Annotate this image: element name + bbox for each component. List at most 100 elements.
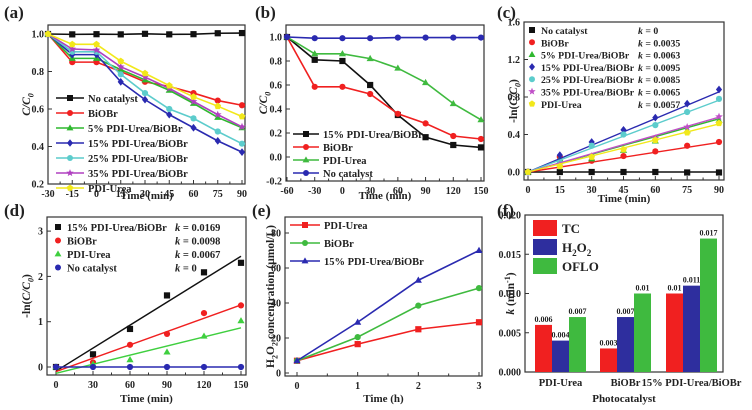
data-point bbox=[117, 31, 124, 38]
data-point bbox=[339, 57, 346, 65]
bar bbox=[666, 293, 683, 372]
legend-marker bbox=[302, 156, 310, 163]
data-point bbox=[237, 259, 245, 266]
y-tick-label: 0 bbox=[276, 369, 281, 380]
data-point bbox=[450, 141, 457, 149]
legend-marker bbox=[303, 131, 309, 137]
legend-marker bbox=[67, 95, 73, 101]
data-point bbox=[166, 31, 173, 38]
legend-swatch bbox=[533, 258, 557, 274]
y-axis-label: C/C0 bbox=[21, 93, 35, 116]
data-point bbox=[141, 69, 149, 77]
data-point bbox=[190, 93, 197, 100]
series-pdi-urea bbox=[52, 317, 245, 375]
legend-label: 35% PDI-Urea/BiOBr bbox=[541, 88, 635, 99]
x-axis-label: Time (min) bbox=[120, 393, 173, 405]
x-tick-label: 150 bbox=[474, 186, 489, 197]
bar bbox=[683, 285, 700, 372]
panel-c: (c)0.00.40.81.21.6-ln(C/C0)Time (min)0 15… bbox=[497, 3, 725, 205]
data-point bbox=[422, 34, 429, 41]
data-point bbox=[449, 99, 457, 107]
y-tick-label: 0.8 bbox=[32, 67, 45, 78]
legend-marker bbox=[67, 155, 73, 161]
y-axis-label: k (min-1) bbox=[503, 272, 517, 314]
data-point bbox=[126, 341, 134, 348]
label-part: Time (min) bbox=[598, 193, 651, 205]
x-tick-label: 90 bbox=[162, 380, 172, 391]
data-point bbox=[394, 64, 402, 71]
y-tick-label: 0.8 bbox=[508, 93, 521, 104]
legend-label: 15% PDI-Urea/BiOBr bbox=[88, 139, 188, 150]
k-symbol: k bbox=[638, 51, 643, 62]
data-point bbox=[163, 292, 171, 299]
k-number: = 0.0067 bbox=[180, 250, 220, 261]
y-tick-label: 0.010 bbox=[499, 289, 522, 300]
y-tick-label: 1.0 bbox=[32, 30, 45, 41]
bar-value-label: 0.01 bbox=[668, 284, 682, 293]
data-point bbox=[367, 90, 374, 98]
legend-marker bbox=[66, 124, 74, 131]
bar-value-label: 0.017 bbox=[700, 229, 718, 238]
x-tick-label: 60 bbox=[189, 189, 199, 200]
data-point bbox=[214, 113, 222, 120]
legend-k-value: k = 0.0035 bbox=[638, 38, 680, 49]
data-point bbox=[477, 116, 485, 123]
y-tick-label: 0.015 bbox=[499, 250, 522, 261]
fit-line bbox=[55, 327, 242, 375]
legend-label: 5% PDI-Urea/BiOBr bbox=[88, 124, 183, 135]
label-part: C/C bbox=[508, 87, 520, 106]
y-tick-label: 0.6 bbox=[32, 105, 45, 116]
data-point bbox=[200, 332, 208, 339]
legend-label: No catalyst bbox=[67, 264, 117, 275]
legend-marker bbox=[302, 222, 308, 228]
legend-label: TC bbox=[562, 221, 580, 236]
data-point bbox=[141, 89, 149, 97]
label-part: H bbox=[265, 359, 277, 368]
legend-label: BiOBr bbox=[67, 237, 97, 248]
y-tick-label: 60 bbox=[271, 264, 281, 275]
label-part: (min bbox=[505, 282, 517, 308]
label-part: O bbox=[265, 346, 277, 355]
data-point bbox=[237, 317, 245, 324]
label-part: Time (min) bbox=[359, 190, 412, 202]
label-part: 2 bbox=[587, 248, 592, 258]
series-no-catalyst bbox=[283, 33, 485, 42]
data-point bbox=[715, 119, 723, 127]
data-point bbox=[588, 142, 595, 149]
data-point bbox=[524, 168, 532, 175]
data-point bbox=[715, 95, 723, 102]
data-point bbox=[652, 168, 659, 176]
y-tick-label: 1.6 bbox=[508, 18, 521, 29]
series-15-pdi-urea-biobr bbox=[293, 246, 483, 364]
legend-label: PDI-Urea bbox=[323, 156, 367, 167]
k-symbol: k bbox=[175, 223, 181, 234]
data-point bbox=[684, 169, 691, 176]
legend-marker bbox=[529, 27, 535, 33]
data-point bbox=[620, 145, 627, 153]
panel-label: (a) bbox=[4, 3, 24, 22]
legend-label: BiOBr bbox=[323, 143, 353, 154]
label-part: 0 bbox=[26, 278, 35, 282]
data-point bbox=[652, 122, 659, 129]
data-point bbox=[475, 285, 483, 292]
bar bbox=[634, 293, 651, 372]
data-point bbox=[620, 152, 627, 160]
series-no-catalyst bbox=[52, 363, 245, 371]
x-tick-label: 30 bbox=[140, 189, 150, 200]
legend-marker bbox=[67, 110, 73, 116]
series-biobr bbox=[52, 302, 245, 373]
plot-frame bbox=[284, 216, 483, 377]
k-symbol: k bbox=[175, 250, 181, 261]
label-part: Photocatalyst bbox=[592, 393, 656, 405]
x-tick-label: 15 bbox=[555, 185, 565, 196]
data-point bbox=[339, 83, 346, 90]
legend-marker bbox=[66, 184, 74, 191]
data-point bbox=[556, 151, 563, 159]
label-part: C/C bbox=[21, 282, 33, 301]
legend-label: BiOBr bbox=[88, 109, 118, 120]
x-tick-label: -60 bbox=[280, 186, 293, 197]
label-part: C/C bbox=[258, 95, 270, 114]
x-tick-label: -30 bbox=[308, 186, 321, 197]
k-symbol: k bbox=[638, 26, 643, 37]
